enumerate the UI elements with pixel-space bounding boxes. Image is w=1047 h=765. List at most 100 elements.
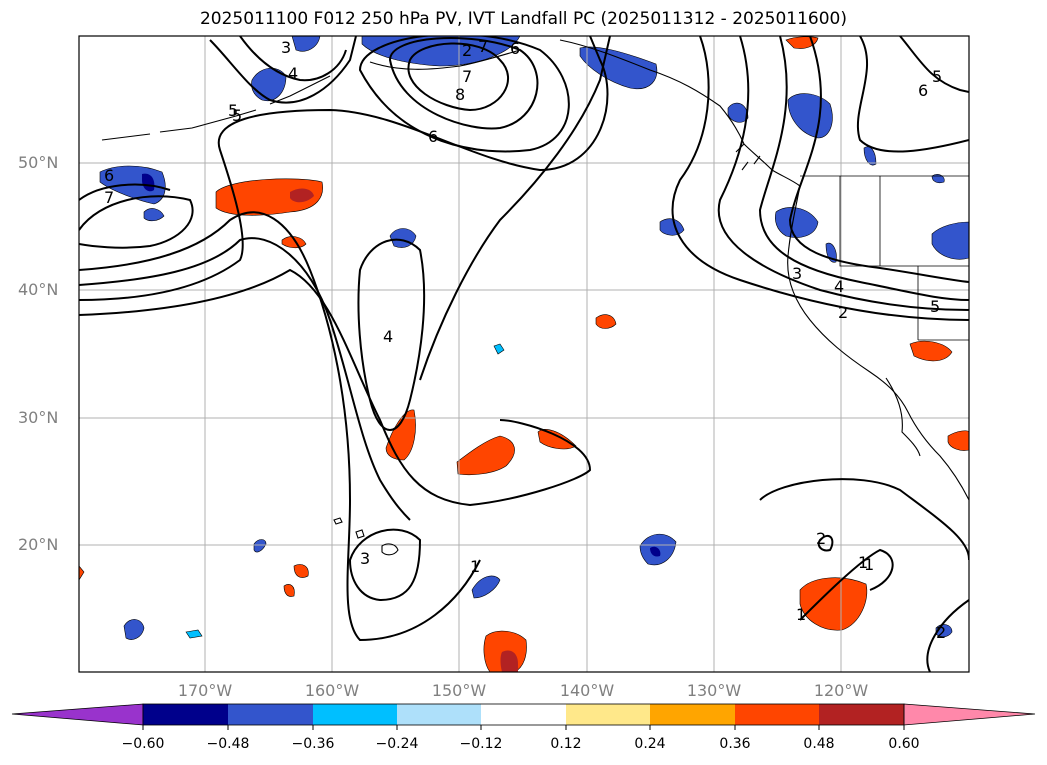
contour-label: 1 xyxy=(796,605,806,624)
lon-label: 170°W xyxy=(177,681,233,700)
contour-south-loop xyxy=(817,534,834,552)
neg-blob-10 xyxy=(775,207,819,238)
contour-2-west xyxy=(79,211,481,642)
canada-coast xyxy=(743,143,801,187)
colorbar-tick-label: −0.24 xyxy=(375,736,419,752)
alaska-coast xyxy=(369,39,745,145)
pos-blob-5 xyxy=(537,429,577,450)
contour-east-5b xyxy=(899,36,969,93)
contour-east-3 xyxy=(758,36,969,301)
contour-label: 2 xyxy=(462,41,472,60)
hawaii-1 xyxy=(381,543,399,556)
pos-blob-13 xyxy=(283,584,295,597)
hawaii-3 xyxy=(333,517,343,525)
map-frame xyxy=(78,35,970,673)
contour-east-2 xyxy=(788,36,969,283)
contour-label: 2 xyxy=(816,529,826,548)
neg-blob-11 xyxy=(863,146,877,166)
contour-label: 4 xyxy=(288,64,298,83)
contour-label: 3 xyxy=(792,264,802,283)
pos-blob-8 xyxy=(799,577,868,631)
pos-blob-7-core xyxy=(500,650,518,672)
contour-1-a xyxy=(357,238,426,431)
pos-blob-9 xyxy=(909,340,953,362)
plot-title: 2025011100 F012 250 hPa PV, IVT Landfall… xyxy=(199,9,847,29)
graticule xyxy=(79,36,969,672)
neg-blob-1 xyxy=(361,36,521,67)
colorbar-tick-label: 0.12 xyxy=(550,736,582,752)
neg-blob-8 xyxy=(727,102,749,123)
neg-blob-19 xyxy=(185,629,203,639)
baja xyxy=(885,377,921,457)
pv-contours xyxy=(79,36,969,672)
lon-label: 140°W xyxy=(559,681,615,700)
contour-8 xyxy=(407,42,510,112)
contour-label: 5 xyxy=(932,67,942,86)
lat-label: 30°N xyxy=(18,408,59,427)
contour-7 xyxy=(388,37,539,130)
shaded-regions xyxy=(79,36,969,672)
neg-blob-12 xyxy=(931,221,969,260)
neg-blob-3-core xyxy=(142,173,155,192)
contour-label: 4 xyxy=(834,277,844,296)
colorbar-tick-label: 0.48 xyxy=(803,736,835,752)
contour-west-6 xyxy=(79,195,194,249)
pos-blob-10 xyxy=(947,430,969,451)
contour-label: 1 xyxy=(864,555,874,574)
borders xyxy=(800,175,969,341)
contour-label: 8 xyxy=(455,85,465,104)
colorbar-tick-label: −0.60 xyxy=(121,736,165,752)
neg-blob-9 xyxy=(787,93,833,139)
contour-2-central xyxy=(419,36,611,381)
contour-label: 3 xyxy=(281,38,291,57)
neg-blob-16 xyxy=(123,619,145,640)
colorbar-tick-label: −0.12 xyxy=(459,736,503,752)
contour-top-4 xyxy=(239,36,347,82)
pos-blob-3 xyxy=(385,409,416,461)
contour-top-3 xyxy=(209,36,357,104)
colorbar-extend-max xyxy=(903,703,1036,726)
contour-label: 5 xyxy=(232,106,242,125)
contour-label: 3 xyxy=(360,549,370,568)
contour-label: 6 xyxy=(104,166,114,185)
contour-label: 7 xyxy=(478,37,488,56)
hawaii-2 xyxy=(355,529,365,539)
neg-blob-4 xyxy=(143,208,165,222)
contour-label: 2 xyxy=(838,303,848,322)
colorbar-bin xyxy=(143,704,228,725)
lon-label: 130°W xyxy=(686,681,742,700)
neg-blob-7 xyxy=(659,218,685,236)
lon-label: 150°W xyxy=(431,681,487,700)
contour-label: 1 xyxy=(470,557,480,576)
lat-label: 40°N xyxy=(18,280,59,299)
lon-label: 120°W xyxy=(813,681,869,700)
contour-south-2 xyxy=(799,548,894,621)
colorbar-bin xyxy=(313,704,397,725)
contour-label: 5 xyxy=(930,297,940,316)
contour-label: 6 xyxy=(428,127,438,146)
colorbar xyxy=(11,703,1036,730)
colorbar-tick-label: 0.36 xyxy=(719,736,751,752)
colorbar-bin xyxy=(481,704,566,725)
contour-label: 6 xyxy=(918,81,928,100)
contour-label: 4 xyxy=(383,327,393,346)
neg-blob-20 xyxy=(493,343,505,355)
contour-east-4 xyxy=(717,36,969,311)
pos-blob-6 xyxy=(595,314,617,329)
contour-1-b xyxy=(348,528,422,602)
pos-blob-14 xyxy=(79,565,85,581)
pos-blob-2 xyxy=(281,236,307,249)
contour-west-7 xyxy=(79,183,171,201)
contour-6 xyxy=(358,36,570,153)
contour-label: 1 xyxy=(858,553,868,572)
colorbar-tick-label: −0.36 xyxy=(291,736,335,752)
pos-blob-12 xyxy=(293,564,309,578)
contour-label: 6 xyxy=(510,39,520,58)
colorbar-tick-label: −0.48 xyxy=(206,736,250,752)
colorbar-bin xyxy=(397,704,481,725)
contour-label: 7 xyxy=(104,188,114,207)
colorbar-bin xyxy=(228,704,313,725)
neg-blob-21 xyxy=(931,174,945,184)
neg-blob-22 xyxy=(291,36,321,52)
colorbar-bin xyxy=(566,704,650,725)
